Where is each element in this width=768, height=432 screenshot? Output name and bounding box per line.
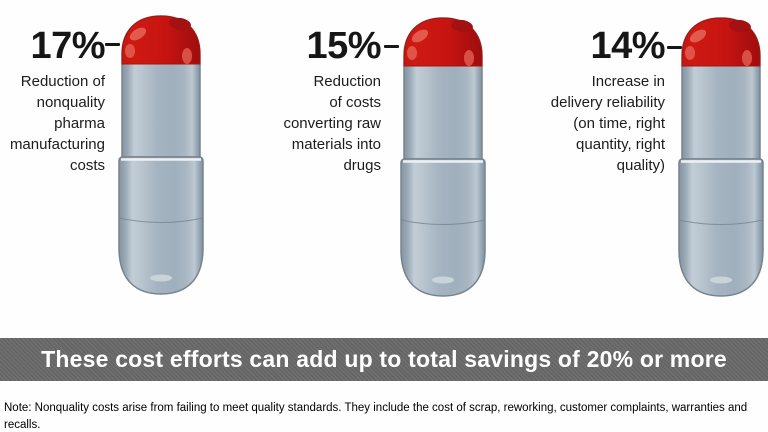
stat-text-block: 17% Reduction of nonquality pharma manuf… bbox=[2, 25, 106, 176]
stat-value: 17% bbox=[30, 25, 105, 67]
stat-description: Increase in delivery reliability (on tim… bbox=[550, 73, 665, 174]
capsule-pill-icon bbox=[399, 17, 487, 297]
dash-connector-line bbox=[105, 43, 120, 46]
capsule-pill-icon bbox=[677, 17, 765, 297]
footer: Note: Nonquality costs arise from failin… bbox=[4, 400, 764, 432]
stat-text-block: 14% Increase in delivery reliability (on… bbox=[548, 25, 666, 176]
stat-text-block: 15% Reduction of costs converting raw ma… bbox=[276, 27, 381, 176]
footnote: Note: Nonquality costs arise from failin… bbox=[4, 402, 748, 431]
stat-value: 14% bbox=[590, 25, 665, 67]
summary-banner: These cost efforts can add up to total s… bbox=[0, 338, 768, 381]
stat-description: Reduction of costs converting raw materi… bbox=[283, 73, 381, 174]
stat-description: Reduction of nonquality pharma manufactu… bbox=[9, 73, 105, 174]
dash-connector-line bbox=[667, 46, 682, 49]
stat-value: 15% bbox=[306, 25, 381, 67]
capsule-pill-icon bbox=[117, 15, 205, 295]
dash-connector-line bbox=[384, 45, 399, 48]
summary-banner-text: These cost efforts can add up to total s… bbox=[41, 346, 727, 372]
